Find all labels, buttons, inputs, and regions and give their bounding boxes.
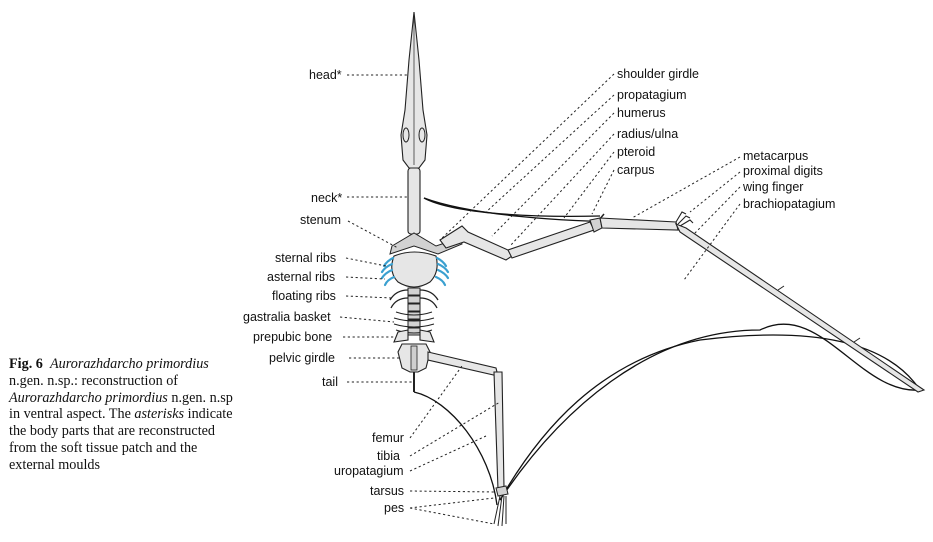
- label-pes: pes: [384, 501, 404, 515]
- leader-propatagium: [485, 94, 615, 213]
- propatagium-line: [423, 197, 601, 218]
- label-uropatagium: uropatagium: [334, 464, 404, 478]
- label-asternal-ribs: asternal ribs: [267, 270, 335, 284]
- label-neck: neck*: [311, 191, 342, 205]
- leader-pes: [409, 507, 495, 525]
- label-humerus: humerus: [617, 106, 666, 120]
- figure-caption: Fig. 6 Aurorazhdarcho primordius n.gen. …: [9, 356, 245, 474]
- eye-orbit: [402, 127, 410, 143]
- prepubic-bone-right: [419, 329, 435, 343]
- label-floating-ribs: floating ribs: [272, 289, 336, 303]
- caption-text-2: n.gen. n.sp in ventral aspect. The: [9, 389, 233, 423]
- label-shoulder-girdle: shoulder girdle: [617, 67, 699, 81]
- eye-orbit-right: [418, 127, 426, 143]
- label-gastralia-basket: gastralia basket: [243, 310, 331, 324]
- sacrum: [410, 345, 418, 371]
- caption-text-1: n.gen. n.sp.: reconstruction of: [9, 372, 179, 389]
- leader-proximal-digits: [689, 171, 741, 213]
- leader-asternal-ribs: [345, 276, 386, 280]
- leader-stenum: [347, 220, 399, 249]
- uropatagium-membrane: [413, 391, 498, 506]
- humerus-bone: [439, 225, 513, 261]
- label-metacarpus: metacarpus: [743, 149, 808, 163]
- label-proximal-digits: proximal digits: [743, 164, 823, 178]
- leader-tarsus: [409, 490, 497, 493]
- leader-gastralia-basket: [339, 316, 395, 323]
- leader-brachiopatagium: [683, 203, 741, 281]
- leader-tibia: [409, 401, 501, 457]
- brachiopatagium-membrane: [423, 197, 922, 501]
- neck-shape: [407, 167, 421, 235]
- caption-fig-label: Fig. 6: [9, 356, 43, 372]
- label-sternal-ribs: sternal ribs: [275, 251, 336, 265]
- sternal-ribs-group: [380, 256, 450, 287]
- label-wing-finger: wing finger: [742, 180, 803, 194]
- pes-bones: [493, 495, 507, 527]
- label-pteroid: pteroid: [617, 145, 655, 159]
- tibia-bone: [493, 371, 505, 491]
- proximal-digits: [675, 211, 694, 227]
- radius-ulna-bone: [507, 221, 595, 259]
- label-tail: tail: [322, 375, 338, 389]
- leader-radius-ulna: [509, 133, 615, 247]
- leader-floating-ribs: [345, 295, 393, 299]
- label-carpus: carpus: [617, 163, 655, 177]
- leader-shoulder-girdle: [439, 73, 615, 241]
- leader-carpus: [591, 169, 615, 215]
- leader-pteroid: [563, 151, 615, 219]
- leader-femur: [409, 365, 463, 439]
- caption-species-1: Aurorazhdarcho primordius: [49, 356, 209, 372]
- leader-humerus: [491, 112, 615, 237]
- label-tibia: tibia: [377, 449, 400, 463]
- sternum-shape: [391, 251, 438, 288]
- label-femur: femur: [372, 431, 404, 445]
- label-propatagium: propatagium: [617, 88, 687, 102]
- label-radius-ulna: radius/ulna: [617, 127, 678, 141]
- leader-wing-finger: [693, 186, 741, 235]
- label-prepubic-bone: prepubic bone: [253, 330, 332, 344]
- label-stenum: stenum: [300, 213, 341, 227]
- label-head: head*: [309, 68, 342, 82]
- shoulder-girdle-shape: [389, 232, 463, 255]
- femur-bone: [427, 351, 499, 377]
- tarsus-bone: [495, 485, 509, 497]
- caption-species-2: Aurorazhdarcho primordius: [9, 389, 168, 406]
- caption-text-3: indicate the body parts that are reconst…: [9, 406, 233, 473]
- wing-finger-joint-1: [777, 285, 785, 291]
- label-pelvic-girdle: pelvic girdle: [269, 351, 335, 365]
- leader-pes-2: [409, 497, 495, 509]
- thorax-vertebrae: [389, 287, 439, 336]
- prepubic-bone-left: [393, 329, 409, 343]
- caption-asterisks: asterisks: [134, 406, 185, 423]
- label-tarsus: tarsus: [370, 484, 404, 498]
- leader-uropatagium: [409, 435, 487, 472]
- leader-metacarpus: [631, 156, 741, 219]
- leader-sternal-ribs: [345, 257, 387, 267]
- wing-finger-joint-2: [853, 337, 861, 343]
- metacarpus-bone: [599, 217, 679, 231]
- label-brachiopatagium: brachiopatagium: [743, 197, 835, 211]
- gastralia-basket: [393, 311, 435, 334]
- wing-trailing-edge: [499, 334, 921, 501]
- wing-finger-bone: [674, 222, 926, 393]
